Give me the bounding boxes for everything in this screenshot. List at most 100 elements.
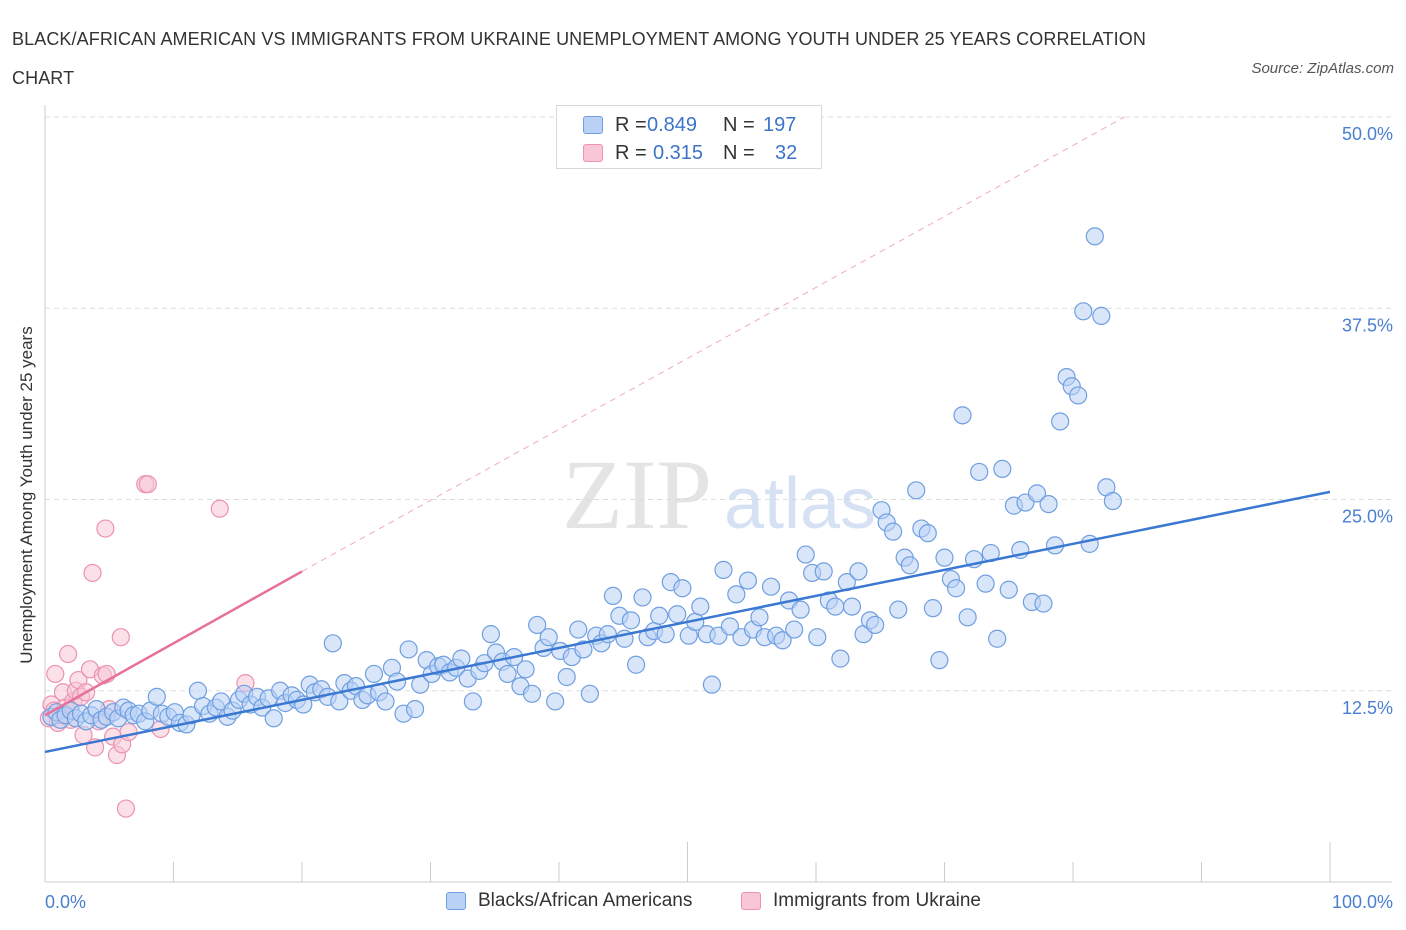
data-point-black [1069, 386, 1088, 405]
data-point-black [750, 608, 769, 627]
data-point-black [930, 651, 949, 670]
data-point-black [866, 615, 885, 635]
data-point-ukraine [116, 799, 136, 818]
data-point-black [958, 608, 977, 627]
trend-lines [44, 116, 1331, 754]
y-axis-label: Unemployment Among Youth under 25 years [17, 326, 36, 663]
y-tick-label: 25.0% [1342, 507, 1393, 527]
data-point-black [907, 481, 926, 500]
data-point-black [831, 649, 850, 668]
watermark: ZIP atlas [562, 439, 876, 550]
legend-n-value: 197 [763, 113, 797, 136]
legend-r-value: 0.849 [647, 113, 698, 136]
data-point-black [364, 664, 384, 684]
legend-row-black: R = 0.849 N = 197 [583, 113, 796, 137]
data-point-black [993, 459, 1012, 478]
data-point-black [946, 579, 966, 598]
data-point-black [727, 585, 746, 604]
data-point-black [668, 605, 687, 624]
data-point-black [603, 586, 623, 605]
data-point-black [796, 545, 815, 564]
data-point-black [953, 406, 972, 425]
data-point-black [1051, 412, 1070, 431]
data-point-black [900, 556, 919, 575]
series-ukraine-points [39, 475, 255, 818]
data-point-black [399, 640, 418, 659]
data-point-black [691, 597, 710, 616]
data-point-black [1074, 302, 1093, 321]
series-legend: Blacks/African Americans Immigrants from… [0, 890, 1406, 916]
data-point-black [1092, 306, 1111, 325]
data-point-black [773, 631, 792, 650]
legend-n-value: 32 [775, 141, 798, 164]
data-point-black [323, 634, 342, 653]
data-point-black [188, 681, 208, 700]
data-point-black [481, 625, 500, 644]
y-tick-label: 50.0% [1342, 124, 1393, 144]
y-tick-label: 37.5% [1342, 315, 1393, 335]
data-point-black [1027, 484, 1047, 503]
legend-n-label: N = [723, 141, 755, 164]
data-point-black [923, 599, 943, 618]
data-point-black [918, 524, 937, 543]
watermark-atlas: atlas [724, 464, 876, 544]
legend-label-ukraine: Immigrants from Ukraine [773, 890, 981, 911]
data-point-black [673, 579, 692, 598]
data-point-black [452, 649, 471, 668]
data-point-black [761, 577, 781, 596]
data-point-black [264, 709, 283, 728]
data-point-black [405, 700, 425, 719]
data-point-black [883, 522, 903, 541]
data-point-ukraine [83, 563, 102, 583]
data-point-black [1080, 534, 1099, 553]
trend-line-ukraine [44, 570, 303, 717]
series-black-points [42, 227, 1122, 734]
x-tick-label: 0.0% [45, 892, 86, 912]
trend-line-ukraine-extension [301, 116, 1125, 572]
data-point-black [970, 462, 989, 482]
legend-swatch-black [583, 116, 603, 134]
data-point-black [621, 611, 641, 630]
data-point-black [738, 571, 757, 590]
data-point-black [935, 548, 954, 567]
legend-swatch-ukraine [583, 144, 603, 162]
x-tick-label: 100.0% [1332, 892, 1393, 912]
data-point-black [498, 664, 517, 684]
data-point-black [574, 640, 593, 659]
data-point-black [626, 655, 646, 674]
data-point-black [976, 574, 995, 593]
data-point-ukraine [59, 644, 78, 664]
data-point-black [702, 675, 722, 694]
data-point-black [569, 620, 588, 639]
data-point-black [580, 684, 599, 703]
legend-swatch-ukraine [741, 892, 761, 910]
tick-labels: 12.5% 25.0% 37.5% 50.0% 0.0% 100.0% [45, 124, 1393, 912]
chart-title: BLACK/AFRICAN AMERICAN VS IMMIGRANTS FRO… [12, 29, 1146, 88]
data-point-black [826, 597, 845, 616]
data-point-black [557, 667, 576, 687]
data-point-black [1103, 491, 1122, 511]
trend-line-black [44, 490, 1331, 754]
legend-r-value: 0.315 [653, 141, 704, 164]
legend-item-ukraine[interactable]: Immigrants from Ukraine [741, 890, 981, 912]
data-point-black [376, 692, 395, 711]
legend-row-ukraine: R = 0.315 N = 32 [583, 141, 797, 165]
data-point-black [522, 684, 542, 703]
data-point-black [650, 606, 669, 625]
data-point-black [791, 600, 810, 619]
data-point-black [147, 687, 166, 706]
data-point-ukraine [46, 664, 65, 684]
legend-item-black[interactable]: Blacks/African Americans [446, 890, 692, 912]
data-point-ukraine [138, 475, 157, 494]
data-point-black [633, 588, 652, 607]
data-point-black [539, 628, 558, 647]
data-point-black [714, 560, 733, 579]
watermark-zip: ZIP [562, 439, 712, 550]
data-point-black [808, 628, 827, 647]
legend-n-label: N = [723, 113, 755, 136]
data-point-black [889, 600, 908, 619]
data-point-black [1085, 227, 1104, 246]
data-point-black [988, 629, 1007, 648]
data-point-black [785, 620, 804, 639]
